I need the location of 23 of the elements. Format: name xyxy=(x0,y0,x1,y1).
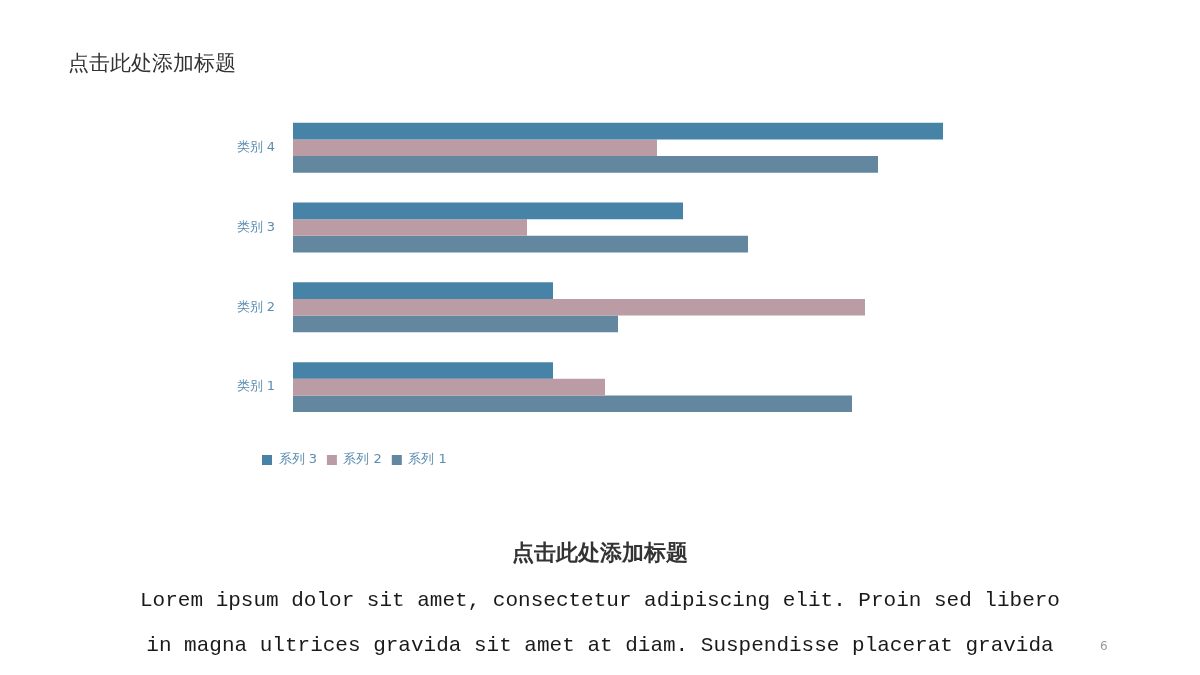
bar xyxy=(293,362,553,379)
legend-label: 系列 1 xyxy=(408,451,447,467)
y-tick-label: 类别 3 xyxy=(236,218,275,234)
legend-label: 系列 2 xyxy=(343,451,382,467)
bar xyxy=(293,282,553,299)
legend-label: 系列 3 xyxy=(278,451,317,467)
bar xyxy=(293,315,618,333)
bar xyxy=(293,298,865,316)
chart-title: 点击此处添加标题 xyxy=(68,51,236,77)
y-tick-label: 类别 2 xyxy=(236,298,275,314)
bar xyxy=(293,122,943,140)
y-tick-label: 类别 1 xyxy=(236,378,275,394)
y-tick-label: 类别 4 xyxy=(236,139,275,155)
bar xyxy=(293,395,852,413)
text: 6 xyxy=(1100,639,1108,654)
text: 点击此处添加标题 xyxy=(512,540,688,567)
bar xyxy=(293,235,748,253)
bar xyxy=(293,219,527,236)
bar xyxy=(293,139,657,157)
text: Lorem ipsum dolor sit amet, consectetur adipiscing elit. Proin sed libero in magna ultrices gravida sit amet at diam. Suspendisse placerat gravida xyxy=(139,588,1061,659)
bar xyxy=(293,378,605,396)
bar xyxy=(293,202,683,220)
bar xyxy=(293,156,878,173)
